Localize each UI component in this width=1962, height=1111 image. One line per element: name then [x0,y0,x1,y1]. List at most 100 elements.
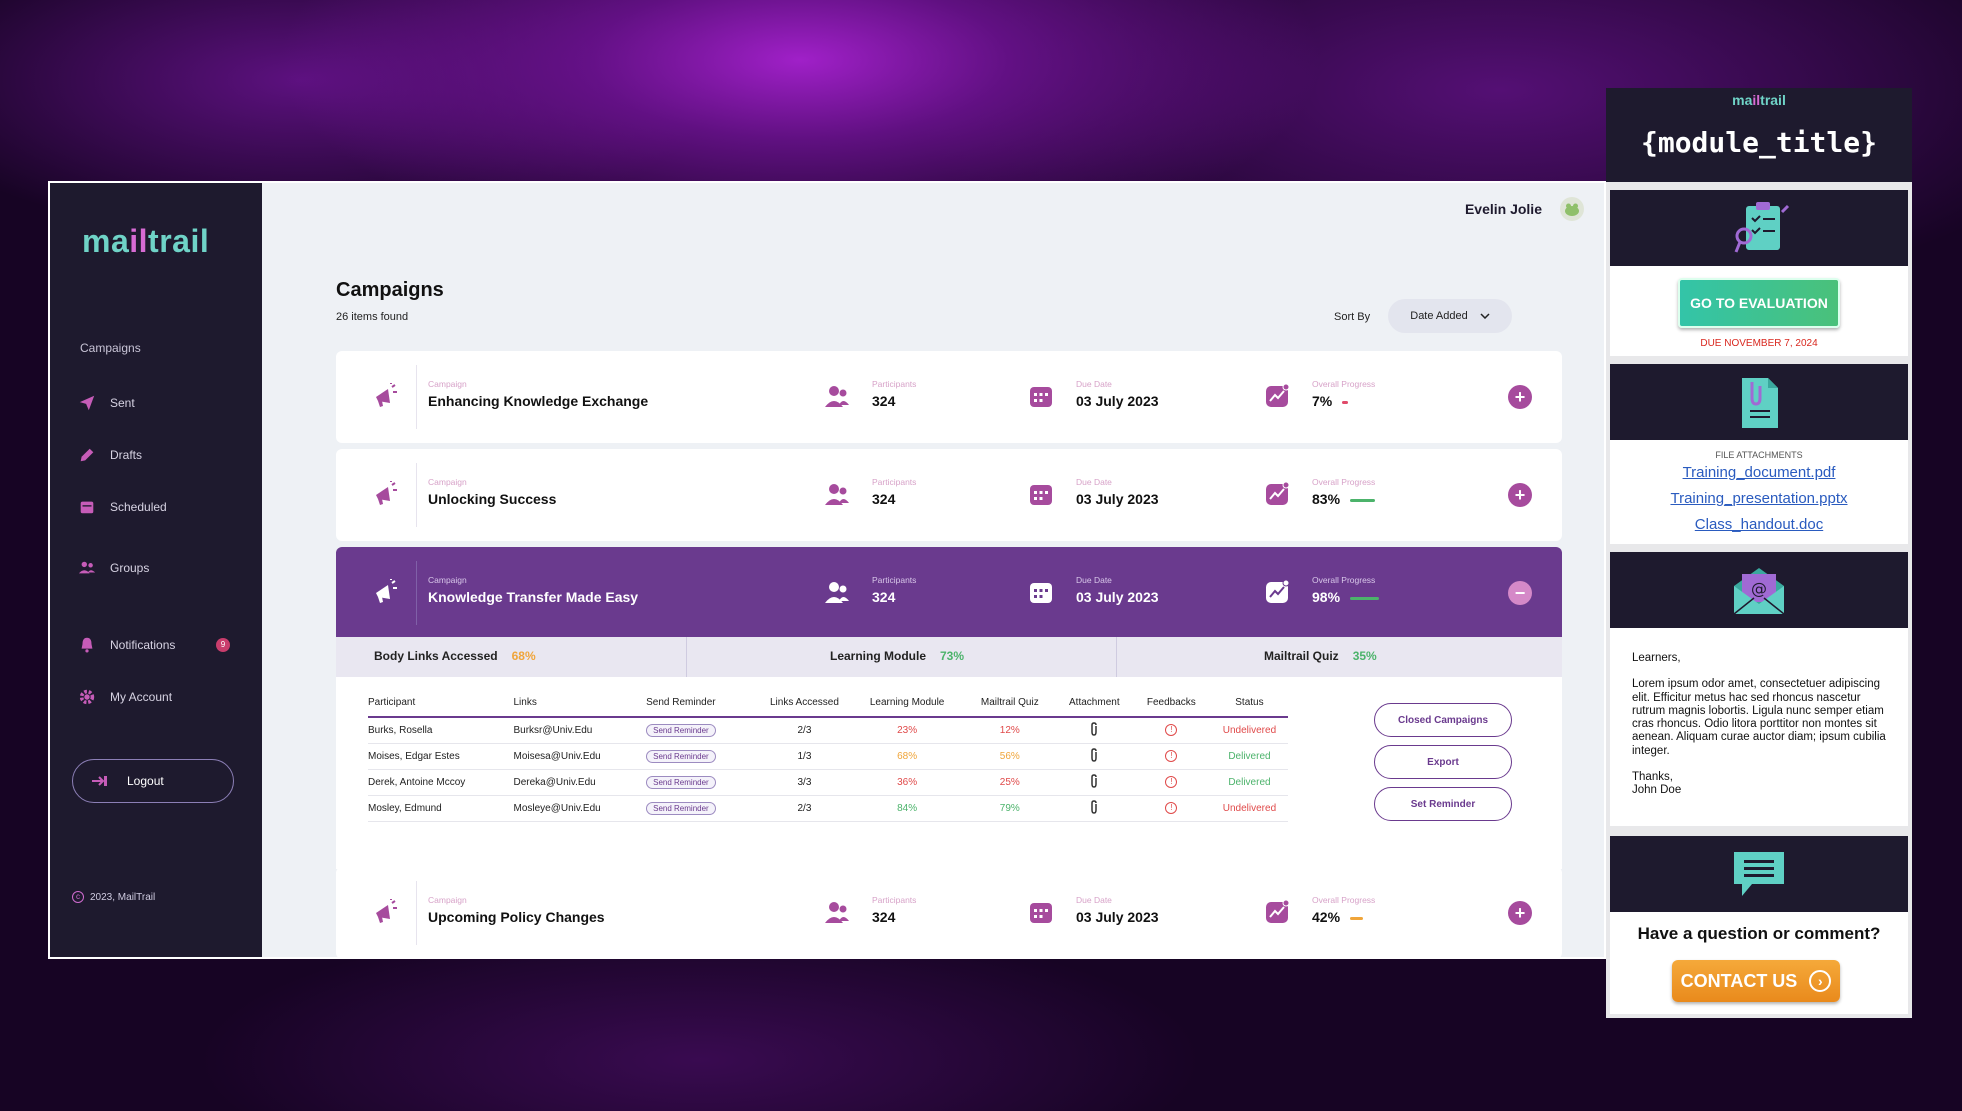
attachment-link[interactable]: Training_document.pdf [1682,464,1836,481]
links-accessed: 2/3 [757,795,852,822]
items-count: 26 items found [336,311,409,323]
sidebar-item-groups[interactable]: Groups [78,557,238,579]
progress-value: 98% [1312,589,1380,605]
progress-chart-icon [1264,383,1290,409]
attachment-link[interactable]: Training_presentation.pptx [1670,490,1848,507]
learning-module-score: 84% [851,795,963,822]
email-envelope-icon: @ [1733,568,1785,615]
arrow-right-icon: › [1809,970,1832,992]
expand-icon[interactable]: + [1508,385,1532,409]
collapse-icon[interactable]: − [1508,581,1532,605]
expand-icon[interactable]: + [1508,483,1532,507]
sidebar-item-drafts[interactable]: Drafts [78,444,238,466]
divider [686,637,687,677]
sidebar-item-scheduled[interactable]: Scheduled [78,496,238,518]
paperclip-icon[interactable] [1089,721,1099,736]
due-date-label: Due Date [1076,477,1112,487]
progress-bar [1350,916,1364,920]
quiz-score: 25% [962,769,1057,796]
attachments-block: FILE ATTACHMENTS Training_document.pdf T… [1610,364,1908,544]
user-profile[interactable]: Evelin Jolie [1465,197,1584,221]
table-header: Attachment [1056,697,1132,718]
summary-body-links: Body Links Accessed 68% [374,649,536,663]
sidebar-section-campaigns[interactable]: Campaigns [80,341,141,355]
progress-field: Overall Progress 42% [1312,895,1375,925]
divider [416,365,417,429]
closed-campaigns-button[interactable]: Closed Campaigns [1374,703,1512,737]
participant-name: Burks, Rosella [368,717,514,744]
campaign-card[interactable]: Campaign Enhancing Knowledge Exchange Pa… [336,351,1562,443]
paperclip-icon[interactable] [1089,799,1099,814]
summary-learning-module: Learning Module 73% [830,649,965,663]
paperclip-icon[interactable] [1089,747,1099,762]
participants-count: 324 [872,589,896,605]
progress-field: Overall Progress 7% [1312,379,1375,409]
megaphone-icon [372,579,398,605]
export-button[interactable]: Export [1374,745,1512,779]
email-brand-logo: mailtrail [1732,92,1786,108]
delivery-status: Delivered [1210,769,1288,796]
question-heading: Have a question or comment? [1637,924,1881,943]
message-block: @ Learners, Lorem ipsum odor amet, conse… [1610,552,1908,826]
quiz-score: 79% [962,795,1057,822]
feedback-alert-icon[interactable]: ! [1165,724,1178,737]
send-reminder-button[interactable]: Send Reminder [646,775,716,789]
due-date: 03 July 2023 [1076,589,1159,605]
set-reminder-button[interactable]: Set Reminder [1374,787,1512,821]
table-row: Burks, Rosella Burksr@Univ.Edu Send Remi… [368,717,1288,744]
go-to-evaluation-button[interactable]: GO TO EVALUATION [1678,278,1840,328]
contact-us-button[interactable]: CONTACT US › [1672,960,1840,1002]
sort-dropdown[interactable]: Date Added [1388,299,1512,333]
send-reminder-button[interactable]: Send Reminder [646,749,716,763]
table-header: Links Accessed [757,697,852,718]
campaign-name-field: Campaign Unlocking Success [428,477,556,507]
participant-link[interactable]: Dereka@Univ.Edu [513,769,647,796]
feedback-alert-icon[interactable]: ! [1165,776,1178,788]
links-accessed: 3/3 [757,769,852,796]
attachment-link[interactable]: Class_handout.doc [1694,516,1824,533]
campaign-label: Campaign [428,477,467,487]
logout-button[interactable]: Logout [72,759,234,803]
campaign-card[interactable]: Campaign Upcoming Policy Changes Partici… [336,867,1562,957]
avatar[interactable] [1560,197,1584,221]
divider [1116,637,1117,677]
sort-label: Sort By [1334,311,1371,323]
user-name: Evelin Jolie [1464,201,1542,217]
email-body: Learners, Lorem ipsum odor amet, consect… [1632,652,1886,797]
megaphone-icon [372,481,398,507]
send-reminder-button[interactable]: Send Reminder [646,801,716,815]
expand-icon[interactable]: + [1508,901,1532,925]
campaign-card[interactable]: Campaign Unlocking Success Participants … [336,449,1562,541]
participants-label: Participants [872,477,917,487]
participant-link[interactable]: Mosleye@Univ.Edu [513,795,647,822]
sidebar-item-sent[interactable]: Sent [78,392,238,414]
gear-icon [79,689,95,705]
due-date: 03 July 2023 [1076,909,1159,925]
campaign-card[interactable]: Campaign Knowledge Transfer Made Easy Pa… [336,547,1562,639]
table-row: Moises, Edgar Estes Moisesa@Univ.Edu Sen… [368,743,1288,770]
delivery-status: Undelivered [1210,795,1288,822]
chevron-down-icon [1480,313,1490,319]
svg-text:@: @ [1751,579,1767,598]
campaign-name-field: Campaign Upcoming Policy Changes [428,895,605,925]
due-date-label: Due Date [1076,379,1112,389]
sidebar-item-my-account[interactable]: My Account [78,686,238,708]
participant-link[interactable]: Moisesa@Univ.Edu [513,743,647,770]
bell-icon [81,637,93,653]
campaign-label: Campaign [428,575,467,585]
feedback-alert-icon[interactable]: ! [1165,750,1178,762]
participants-field: Participants 324 [872,895,916,925]
app-window: mailtrail Campaigns Sent Drafts Schedule… [48,181,1606,959]
sidebar-item-notifications[interactable]: Notifications 9 [78,634,238,656]
participant-name: Derek, Antoine Mccoy [368,769,514,796]
paperclip-icon[interactable] [1089,773,1099,788]
feedback-alert-icon[interactable]: ! [1165,802,1178,814]
progress-field: Overall Progress 83% [1312,477,1375,507]
table-header: Participant [368,697,514,718]
main-content: Evelin Jolie Campaigns 26 items found So… [262,183,1604,957]
participant-link[interactable]: Burksr@Univ.Edu [513,717,647,744]
send-reminder-button[interactable]: Send Reminder [646,723,716,737]
due-date-field: Due Date 03 July 2023 [1076,895,1159,925]
delivery-status: Undelivered [1210,717,1288,744]
sidebar: mailtrail Campaigns Sent Drafts Schedule… [50,183,262,957]
